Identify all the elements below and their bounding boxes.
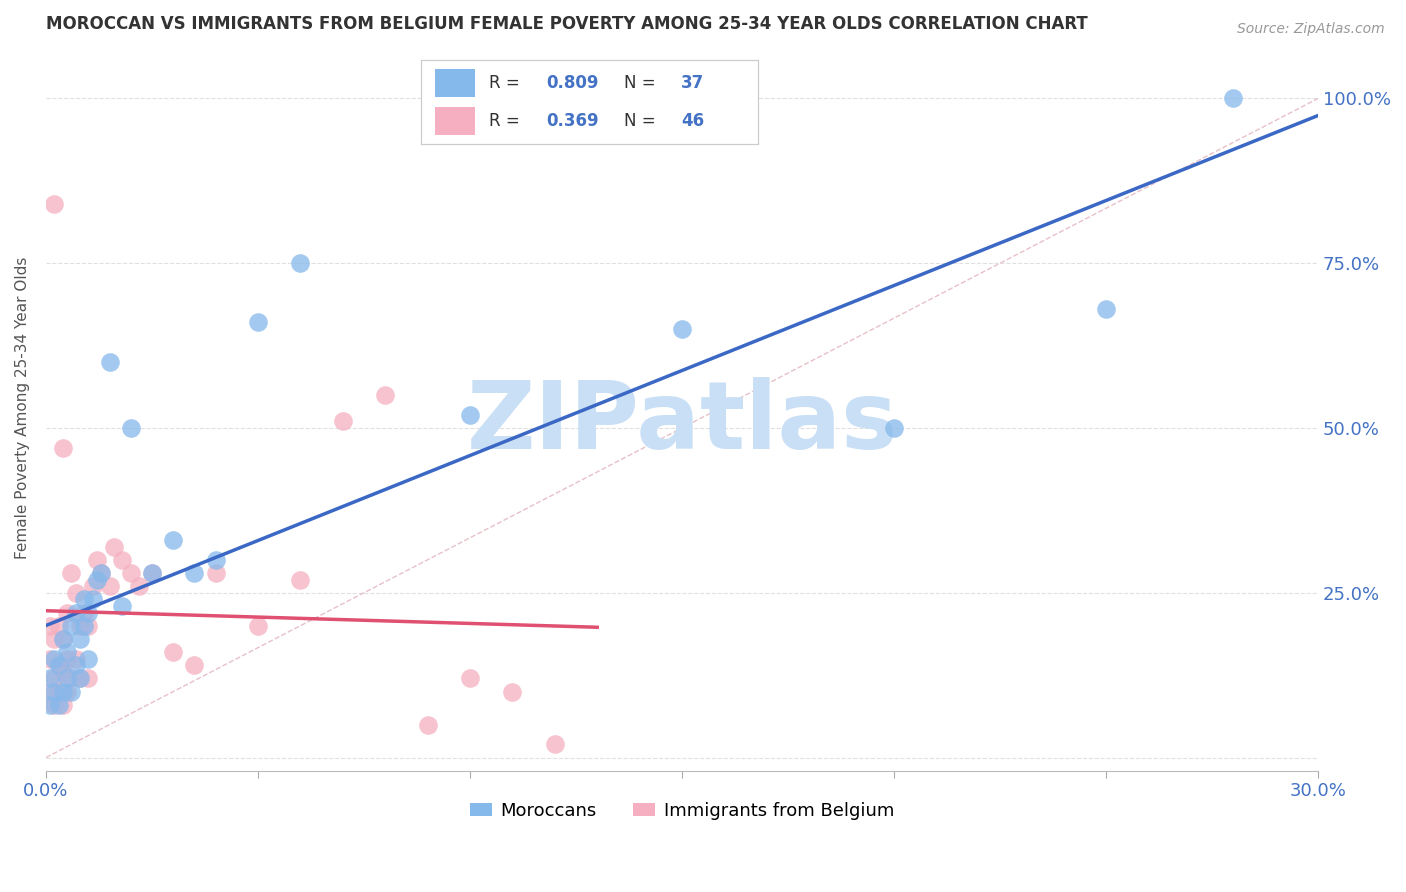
Immigrants from Belgium [69, 672, 91, 686]
Immigrants from Belgium [39, 651, 62, 665]
Immigrants from Belgium [65, 651, 87, 665]
Immigrants from Belgium [44, 698, 66, 712]
Immigrants from Belgium [162, 645, 184, 659]
Immigrants from Belgium [56, 651, 79, 665]
Immigrants from Belgium [544, 737, 567, 751]
Moroccans [73, 592, 96, 607]
Immigrants from Belgium [416, 717, 439, 731]
Moroccans [69, 632, 91, 646]
Moroccans [204, 553, 226, 567]
Immigrants from Belgium [120, 566, 142, 580]
Immigrants from Belgium [98, 579, 121, 593]
Immigrants from Belgium [246, 618, 269, 632]
Immigrants from Belgium [52, 665, 75, 679]
Moroccans [883, 421, 905, 435]
Immigrants from Belgium [374, 388, 396, 402]
Immigrants from Belgium [44, 672, 66, 686]
Y-axis label: Female Poverty Among 25-34 Year Olds: Female Poverty Among 25-34 Year Olds [15, 257, 30, 559]
Immigrants from Belgium [111, 553, 134, 567]
Immigrants from Belgium [48, 618, 70, 632]
Moroccans [90, 566, 112, 580]
Moroccans [1095, 302, 1118, 317]
Moroccans [77, 606, 100, 620]
Moroccans [162, 533, 184, 547]
Text: Source: ZipAtlas.com: Source: ZipAtlas.com [1237, 22, 1385, 37]
Moroccans [458, 408, 481, 422]
Immigrants from Belgium [204, 566, 226, 580]
Text: ZIPatlas: ZIPatlas [467, 376, 898, 468]
Moroccans [39, 672, 62, 686]
Moroccans [60, 618, 83, 632]
Immigrants from Belgium [44, 197, 66, 211]
Immigrants from Belgium [141, 566, 163, 580]
Moroccans [52, 684, 75, 698]
Immigrants from Belgium [60, 672, 83, 686]
Moroccans [141, 566, 163, 580]
Immigrants from Belgium [56, 606, 79, 620]
Moroccans [98, 355, 121, 369]
Immigrants from Belgium [183, 658, 205, 673]
Moroccans [65, 658, 87, 673]
Immigrants from Belgium [103, 540, 125, 554]
Moroccans [44, 684, 66, 698]
Moroccans [44, 651, 66, 665]
Moroccans [1222, 91, 1244, 105]
Moroccans [82, 592, 104, 607]
Moroccans [73, 618, 96, 632]
Moroccans [60, 684, 83, 698]
Immigrants from Belgium [128, 579, 150, 593]
Moroccans [52, 632, 75, 646]
Moroccans [290, 256, 312, 270]
Moroccans [246, 316, 269, 330]
Text: MOROCCAN VS IMMIGRANTS FROM BELGIUM FEMALE POVERTY AMONG 25-34 YEAR OLDS CORRELA: MOROCCAN VS IMMIGRANTS FROM BELGIUM FEMA… [46, 15, 1088, 33]
Legend: Moroccans, Immigrants from Belgium: Moroccans, Immigrants from Belgium [463, 795, 901, 827]
Moroccans [65, 606, 87, 620]
Moroccans [77, 651, 100, 665]
Immigrants from Belgium [90, 566, 112, 580]
Moroccans [183, 566, 205, 580]
Immigrants from Belgium [290, 573, 312, 587]
Immigrants from Belgium [52, 441, 75, 455]
Moroccans [39, 698, 62, 712]
Moroccans [48, 698, 70, 712]
Moroccans [671, 322, 693, 336]
Moroccans [120, 421, 142, 435]
Immigrants from Belgium [501, 684, 523, 698]
Moroccans [111, 599, 134, 613]
Immigrants from Belgium [39, 618, 62, 632]
Immigrants from Belgium [65, 585, 87, 599]
Immigrants from Belgium [77, 672, 100, 686]
Immigrants from Belgium [82, 579, 104, 593]
Moroccans [69, 672, 91, 686]
Immigrants from Belgium [52, 632, 75, 646]
Immigrants from Belgium [60, 566, 83, 580]
Immigrants from Belgium [48, 658, 70, 673]
Immigrants from Belgium [77, 618, 100, 632]
Immigrants from Belgium [332, 414, 354, 428]
Immigrants from Belgium [52, 698, 75, 712]
Immigrants from Belgium [56, 684, 79, 698]
Immigrants from Belgium [39, 684, 62, 698]
Moroccans [56, 672, 79, 686]
Immigrants from Belgium [44, 632, 66, 646]
Immigrants from Belgium [48, 684, 70, 698]
Moroccans [86, 573, 108, 587]
Immigrants from Belgium [73, 606, 96, 620]
Immigrants from Belgium [86, 553, 108, 567]
Immigrants from Belgium [69, 618, 91, 632]
Immigrants from Belgium [458, 672, 481, 686]
Moroccans [56, 645, 79, 659]
Moroccans [48, 658, 70, 673]
